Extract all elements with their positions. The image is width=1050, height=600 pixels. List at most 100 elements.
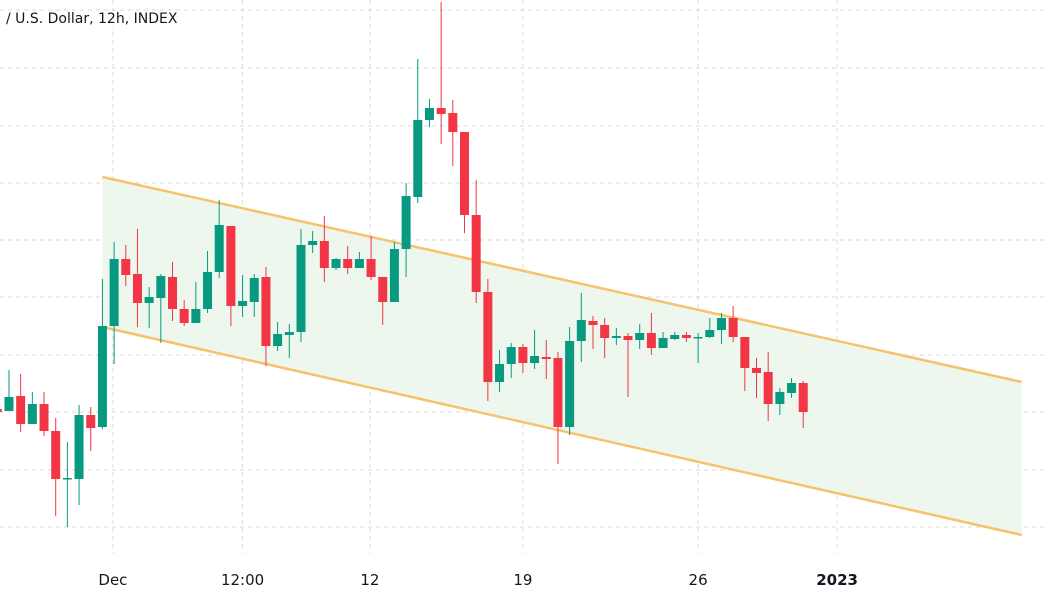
- candle-body: [600, 325, 610, 338]
- candle-body: [681, 335, 691, 338]
- candle-up: [296, 229, 306, 342]
- descending-channel[interactable]: [102, 175, 1022, 537]
- candle-body: [413, 120, 423, 197]
- x-tick-label: 12: [360, 571, 379, 589]
- candle-up: [284, 324, 294, 358]
- candle-up: [424, 99, 434, 127]
- candle-body: [401, 196, 411, 249]
- candle-body: [62, 478, 72, 480]
- channel-lower-line[interactable]: [102, 325, 1022, 537]
- candle-up: [611, 328, 621, 345]
- chart-title: / U.S. Dollar, 12h, INDEX: [4, 11, 180, 27]
- x-tick-label: 26: [689, 571, 708, 589]
- candle-body: [775, 392, 785, 404]
- candle-body: [51, 431, 61, 479]
- candle-down: [132, 229, 142, 327]
- candle-up: [308, 231, 318, 253]
- candle-up: [109, 242, 119, 364]
- x-tick-label: 19: [513, 571, 532, 589]
- candle-down: [366, 236, 376, 280]
- x-tick-label: 2023: [816, 571, 858, 589]
- candle-body: [752, 368, 761, 373]
- candle-body: [27, 404, 37, 424]
- candle-body: [611, 336, 621, 338]
- candle-body: [728, 318, 738, 337]
- candle-down: [740, 337, 750, 391]
- candle-down: [646, 313, 656, 355]
- candle-body: [378, 277, 388, 302]
- candle-up: [401, 183, 411, 277]
- x-tick-label: 12:00: [221, 571, 264, 589]
- candle-up: [530, 330, 540, 369]
- candle-body: [588, 321, 598, 325]
- candle-up: [238, 275, 248, 317]
- candle-down: [343, 246, 353, 274]
- candle-up: [273, 322, 283, 351]
- candle-body: [203, 272, 213, 309]
- candle-up: [62, 442, 72, 527]
- candle-body: [553, 358, 563, 427]
- candle-body: [471, 215, 481, 292]
- candle-body: [74, 415, 84, 479]
- candle-body: [495, 364, 505, 382]
- candle-body: [798, 383, 808, 412]
- candle-down: [553, 352, 563, 464]
- candle-body: [261, 277, 271, 346]
- candles: [0, 2, 808, 527]
- candle-body: [576, 320, 586, 341]
- candle-body: [389, 249, 399, 302]
- candle-down: [728, 306, 738, 342]
- candle-body: [132, 274, 142, 303]
- candle-down: [39, 392, 49, 436]
- channel-upper-line[interactable]: [102, 175, 1022, 384]
- candle-up: [389, 242, 399, 302]
- candle-body: [168, 277, 177, 309]
- candle-down: [600, 318, 610, 358]
- candle-body: [284, 332, 294, 335]
- candle-body: [740, 337, 750, 368]
- candle-down: [763, 352, 773, 421]
- candle-body: [483, 292, 493, 382]
- candle-body: [238, 301, 248, 306]
- candle-up: [565, 327, 575, 435]
- candle-up: [787, 378, 797, 398]
- candle-body: [86, 415, 96, 428]
- candle-body: [366, 259, 376, 277]
- candle-body: [787, 383, 797, 393]
- candle-body: [249, 278, 259, 302]
- candle-up: [775, 388, 785, 415]
- candle-up: [670, 332, 680, 340]
- candle-body: [436, 108, 446, 114]
- candle-body: [179, 309, 189, 323]
- candle-up: [214, 200, 224, 278]
- candle-body: [296, 245, 306, 332]
- candle-body: [191, 309, 201, 323]
- candle-body: [424, 108, 434, 120]
- candle-down: [16, 374, 26, 432]
- candle-down: [0, 409, 2, 412]
- candle-body: [448, 113, 458, 132]
- candle-down: [121, 245, 131, 286]
- candle-body: [506, 347, 516, 364]
- candle-down: [378, 277, 388, 325]
- candle-down: [588, 316, 598, 349]
- candle-up: [658, 332, 668, 348]
- candle-body: [121, 259, 131, 275]
- candle-body: [226, 226, 236, 306]
- candle-down: [518, 344, 528, 373]
- candle-body: [4, 397, 14, 411]
- x-tick-label: Dec: [98, 571, 127, 589]
- candle-up: [144, 287, 154, 328]
- candle-up: [693, 333, 703, 363]
- candle-up: [4, 370, 14, 411]
- candle-down: [752, 358, 761, 398]
- candle-down: [448, 100, 458, 166]
- candle-down: [681, 332, 691, 342]
- candle-up: [27, 392, 37, 424]
- candle-body: [109, 259, 119, 326]
- candle-down: [798, 381, 808, 428]
- candle-body: [156, 276, 166, 298]
- candle-body: [623, 336, 633, 340]
- candle-up: [495, 350, 505, 392]
